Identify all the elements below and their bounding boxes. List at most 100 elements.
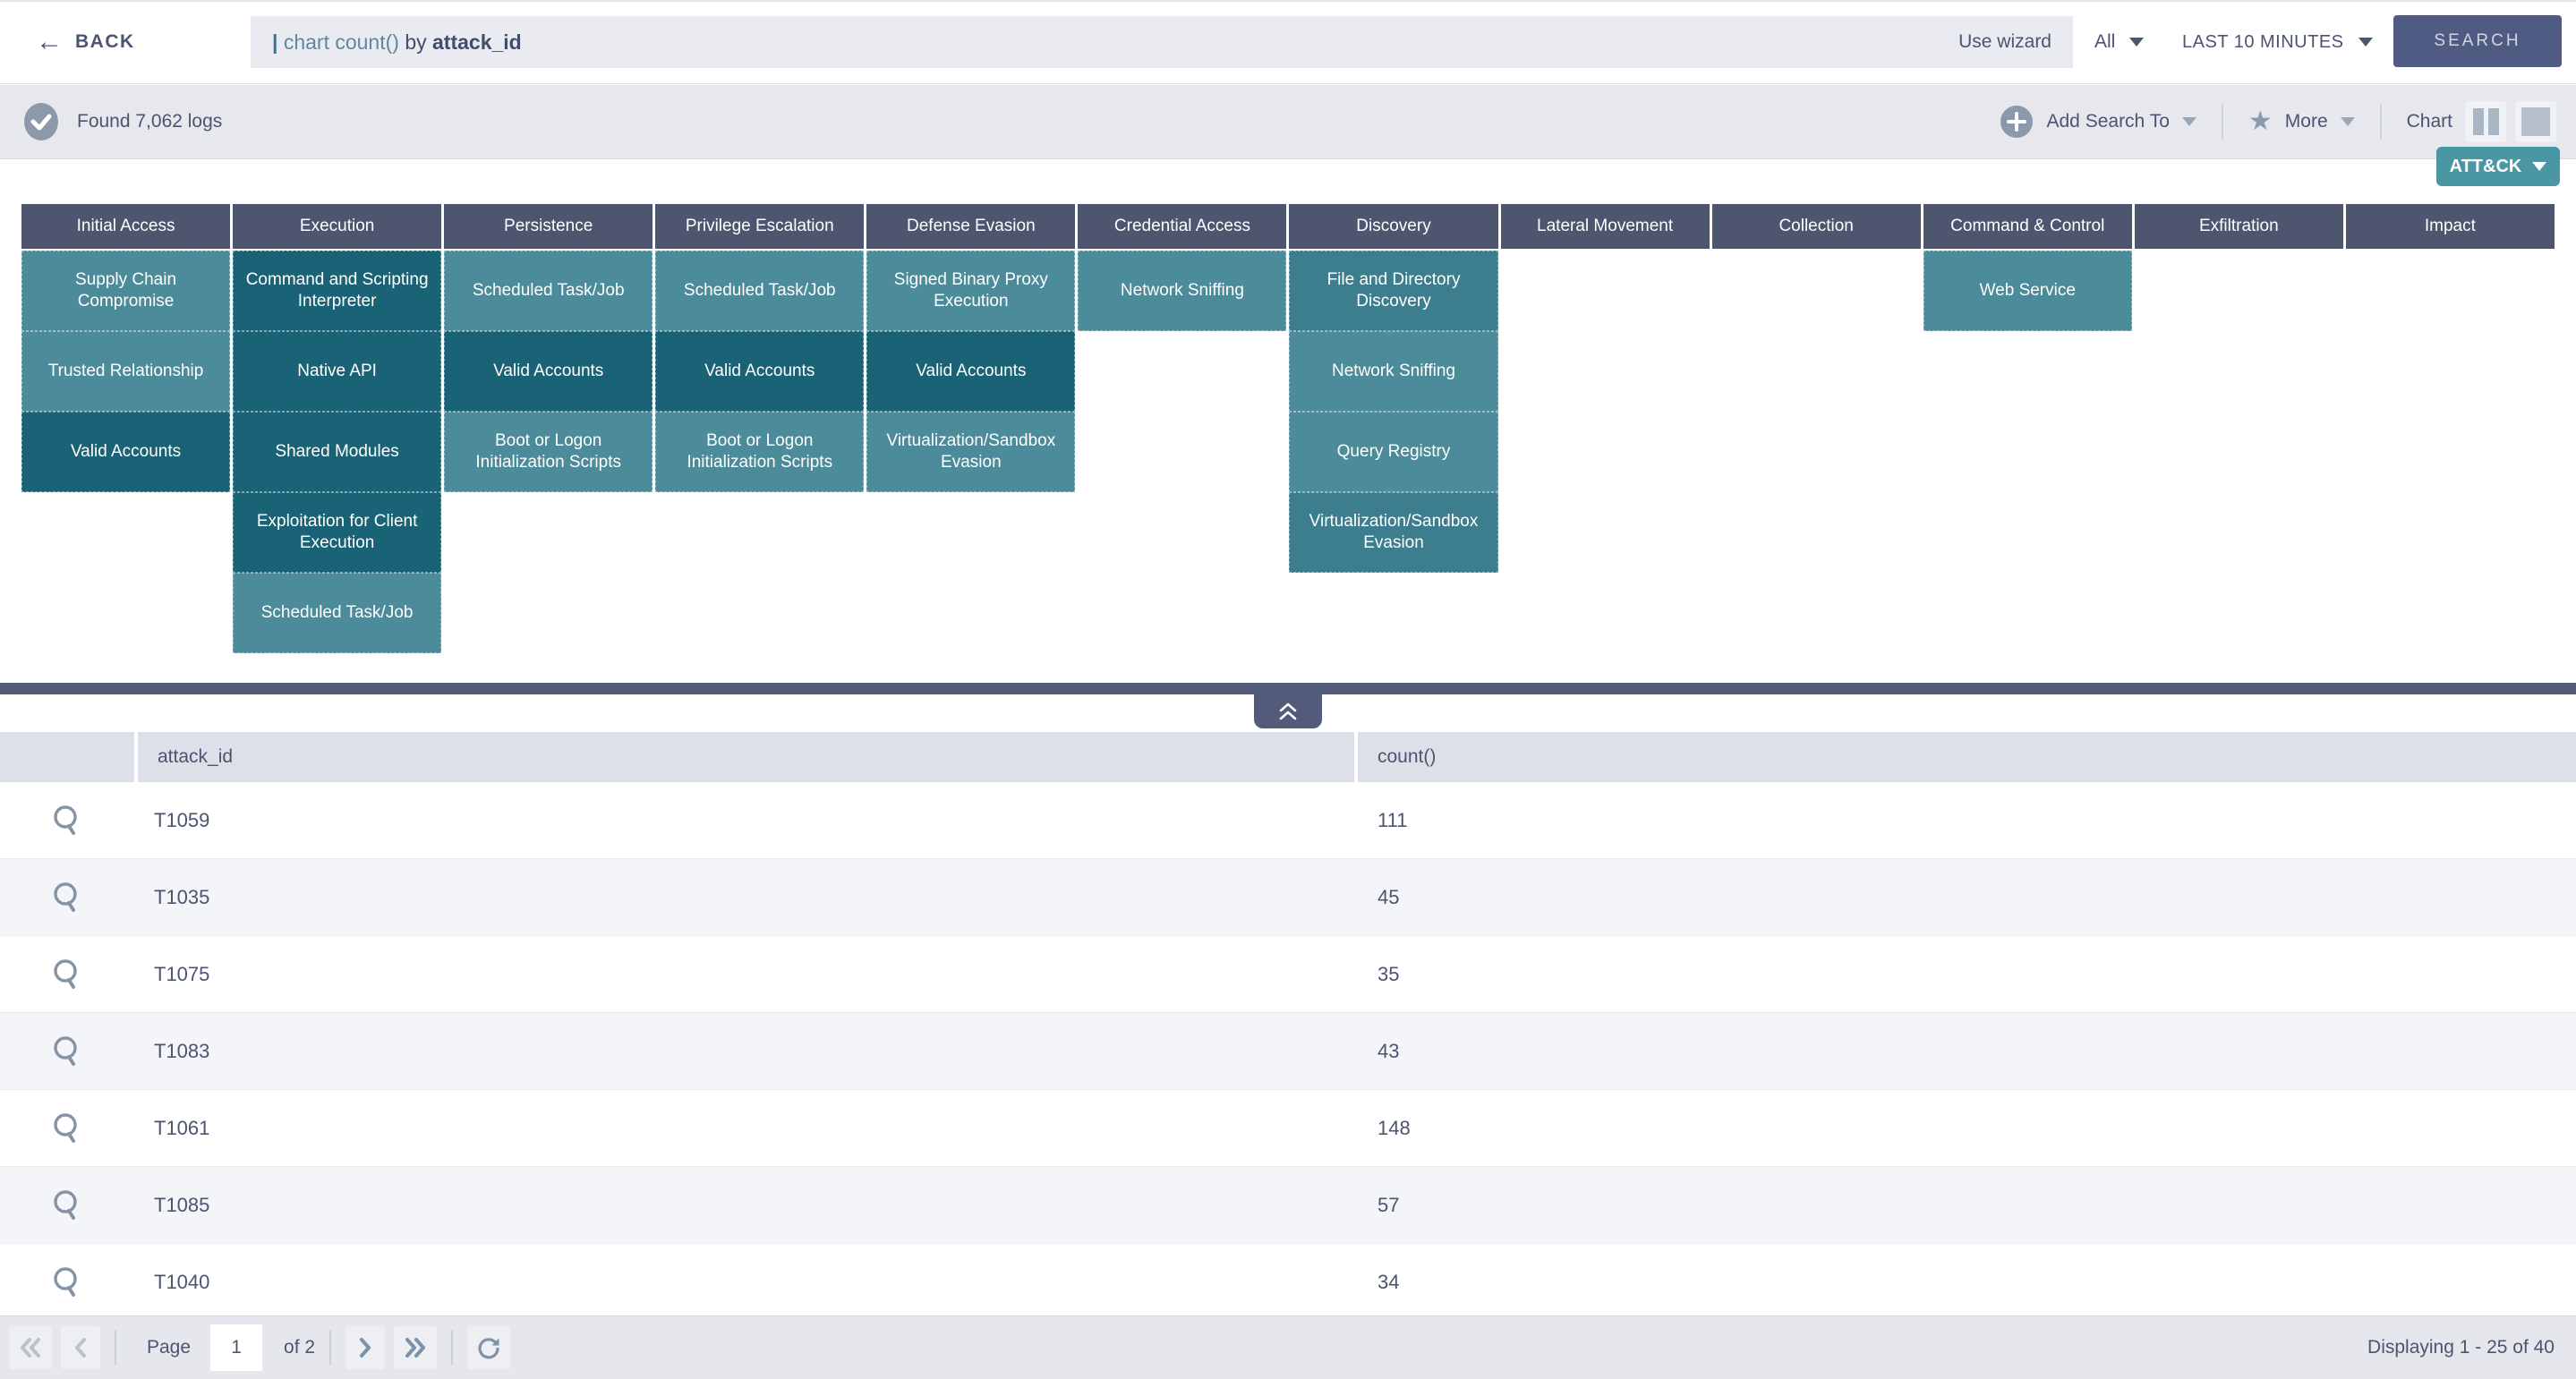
- chevron-down-icon: [2181, 117, 2196, 126]
- row-icon-cell: [0, 1187, 134, 1223]
- more-menu[interactable]: ★ More: [2248, 108, 2355, 135]
- technique-cell[interactable]: File and Directory Discovery: [1289, 251, 1498, 331]
- panel-divider: [0, 683, 2576, 694]
- header-attack-id[interactable]: attack_id: [138, 732, 1354, 782]
- previous-page-button[interactable]: [61, 1326, 100, 1369]
- technique-cell[interactable]: Boot or Logon Initialization Scripts: [655, 412, 865, 492]
- tactic-column: Initial Access Supply Chain Compromise Tru…: [21, 204, 231, 653]
- first-page-button[interactable]: [9, 1326, 52, 1369]
- table-row: T1085 57: [0, 1167, 2576, 1244]
- count-cell: 57: [1378, 1193, 1400, 1216]
- query-keyword: by: [405, 30, 433, 54]
- technique-cell[interactable]: Valid Accounts: [655, 331, 865, 412]
- row-search-icon[interactable]: [49, 880, 85, 915]
- double-chevron-up-icon: [1279, 702, 1297, 720]
- chevron-right-icon: [360, 1338, 371, 1358]
- technique-cell[interactable]: Valid Accounts: [21, 412, 231, 492]
- technique-cell[interactable]: Network Sniffing: [1289, 331, 1498, 412]
- technique-cell[interactable]: Query Registry: [1289, 412, 1498, 492]
- repo-scope-select[interactable]: All: [2094, 16, 2145, 68]
- tactic-header: Persistence: [444, 204, 653, 249]
- table-row: T1059 111: [0, 782, 2576, 859]
- row-icon-cell: [0, 880, 134, 915]
- chevron-down-icon: [2358, 38, 2373, 47]
- row-search-icon[interactable]: [49, 1034, 85, 1069]
- header-count[interactable]: count(): [1358, 732, 2576, 782]
- tactic-header: Execution: [233, 204, 442, 249]
- technique-cell[interactable]: Valid Accounts: [866, 331, 1076, 412]
- tactic-header: Lateral Movement: [1500, 204, 1710, 249]
- row-icon-cell: [0, 1111, 134, 1146]
- back-arrow-icon: ←: [36, 27, 63, 56]
- search-button[interactable]: SEARCH: [2393, 15, 2562, 67]
- table-row: T1061 148: [0, 1090, 2576, 1167]
- technique-cell[interactable]: Command and Scripting Interpreter: [233, 251, 442, 331]
- chart-view-toggles: [2465, 101, 2556, 142]
- attack-matrix: Initial Access Supply Chain Compromise Tru…: [21, 204, 2555, 653]
- tactic-header: Discovery: [1289, 204, 1498, 249]
- scope-value: All: [2094, 31, 2116, 52]
- technique-cell[interactable]: Shared Modules: [233, 412, 442, 492]
- attack-id-cell: T1075: [154, 962, 210, 985]
- count-cell: 148: [1378, 1116, 1411, 1139]
- technique-cell[interactable]: Scheduled Task/Job: [655, 251, 865, 331]
- next-page-button[interactable]: [345, 1326, 386, 1369]
- refresh-button[interactable]: [467, 1326, 511, 1369]
- refresh-icon: [478, 1338, 499, 1359]
- attack-id-cell: T1035: [154, 885, 210, 908]
- technique-cell[interactable]: Network Sniffing: [1078, 251, 1287, 331]
- found-logs-text: Found 7,062 logs: [77, 111, 223, 132]
- row-search-icon[interactable]: [49, 1264, 85, 1300]
- row-search-icon[interactable]: [49, 803, 85, 838]
- time-range-select[interactable]: LAST 10 MINUTES: [2182, 16, 2373, 68]
- search-query-input[interactable]: | chart count() by attack_id Use wizard: [251, 16, 2073, 68]
- toolbar-actions: Add Search To ★ More Chart: [1999, 101, 2556, 142]
- collapse-panel-button[interactable]: [1254, 694, 1322, 728]
- technique-cell[interactable]: Valid Accounts: [444, 331, 653, 412]
- chevron-left-icon: [75, 1338, 86, 1358]
- row-search-icon[interactable]: [49, 1111, 85, 1146]
- chart-columns-icon[interactable]: [2465, 101, 2506, 142]
- chart-square-icon[interactable]: [2515, 101, 2556, 142]
- count-cell: 34: [1378, 1270, 1400, 1293]
- time-range-value: LAST 10 MINUTES: [2182, 31, 2344, 52]
- tactic-header: Initial Access: [21, 204, 231, 249]
- check-circle-icon: [24, 103, 58, 140]
- attack-id-cell: T1083: [154, 1039, 210, 1062]
- tactic-column: Exfiltration: [2134, 204, 2343, 653]
- row-search-icon[interactable]: [49, 1187, 85, 1223]
- tactic-column: Impact: [2345, 204, 2555, 653]
- back-label: BACK: [75, 31, 135, 52]
- chart-controls: Chart: [2407, 101, 2556, 142]
- technique-cell[interactable]: Scheduled Task/Job: [233, 573, 442, 653]
- tactic-column: Execution Command and Scripting Interpret…: [233, 204, 442, 653]
- technique-cell[interactable]: Scheduled Task/Job: [444, 251, 653, 331]
- top-search-bar: ← BACK | chart count() by attack_id Use …: [0, 0, 2576, 84]
- add-circle-icon: [2000, 106, 2033, 138]
- use-wizard-link[interactable]: Use wizard: [1958, 31, 2051, 52]
- tactic-header: Exfiltration: [2134, 204, 2343, 249]
- technique-cell[interactable]: Native API: [233, 331, 442, 412]
- technique-cell[interactable]: Supply Chain Compromise: [21, 251, 231, 331]
- tactic-header: Impact: [2345, 204, 2555, 249]
- query-field-name: attack_id: [432, 30, 522, 54]
- technique-cell[interactable]: Virtualization/Sandbox Evasion: [1289, 492, 1498, 573]
- technique-cell[interactable]: Trusted Relationship: [21, 331, 231, 412]
- page-number-input[interactable]: [210, 1324, 263, 1371]
- technique-cell[interactable]: Exploitation for Client Execution: [233, 492, 442, 573]
- attack-dropdown-button[interactable]: ATT&CK: [2436, 147, 2560, 186]
- count-cell: 45: [1378, 885, 1400, 908]
- row-search-icon[interactable]: [49, 957, 85, 992]
- last-page-button[interactable]: [394, 1326, 438, 1369]
- technique-cell[interactable]: Signed Binary Proxy Execution: [866, 251, 1076, 331]
- count-cell: 111: [1378, 808, 1408, 831]
- add-search-to-label: Add Search To: [2046, 111, 2170, 132]
- technique-cell[interactable]: Virtualization/Sandbox Evasion: [866, 412, 1076, 492]
- back-button[interactable]: ← BACK: [36, 16, 135, 68]
- tactic-header: Collection: [1711, 204, 1921, 249]
- attack-id-cell: T1061: [154, 1116, 210, 1139]
- add-search-to-menu[interactable]: Add Search To: [1999, 104, 2196, 140]
- technique-cell[interactable]: Web Service: [1923, 251, 2132, 331]
- technique-cell[interactable]: Boot or Logon Initialization Scripts: [444, 412, 653, 492]
- row-icon-cell: [0, 803, 134, 838]
